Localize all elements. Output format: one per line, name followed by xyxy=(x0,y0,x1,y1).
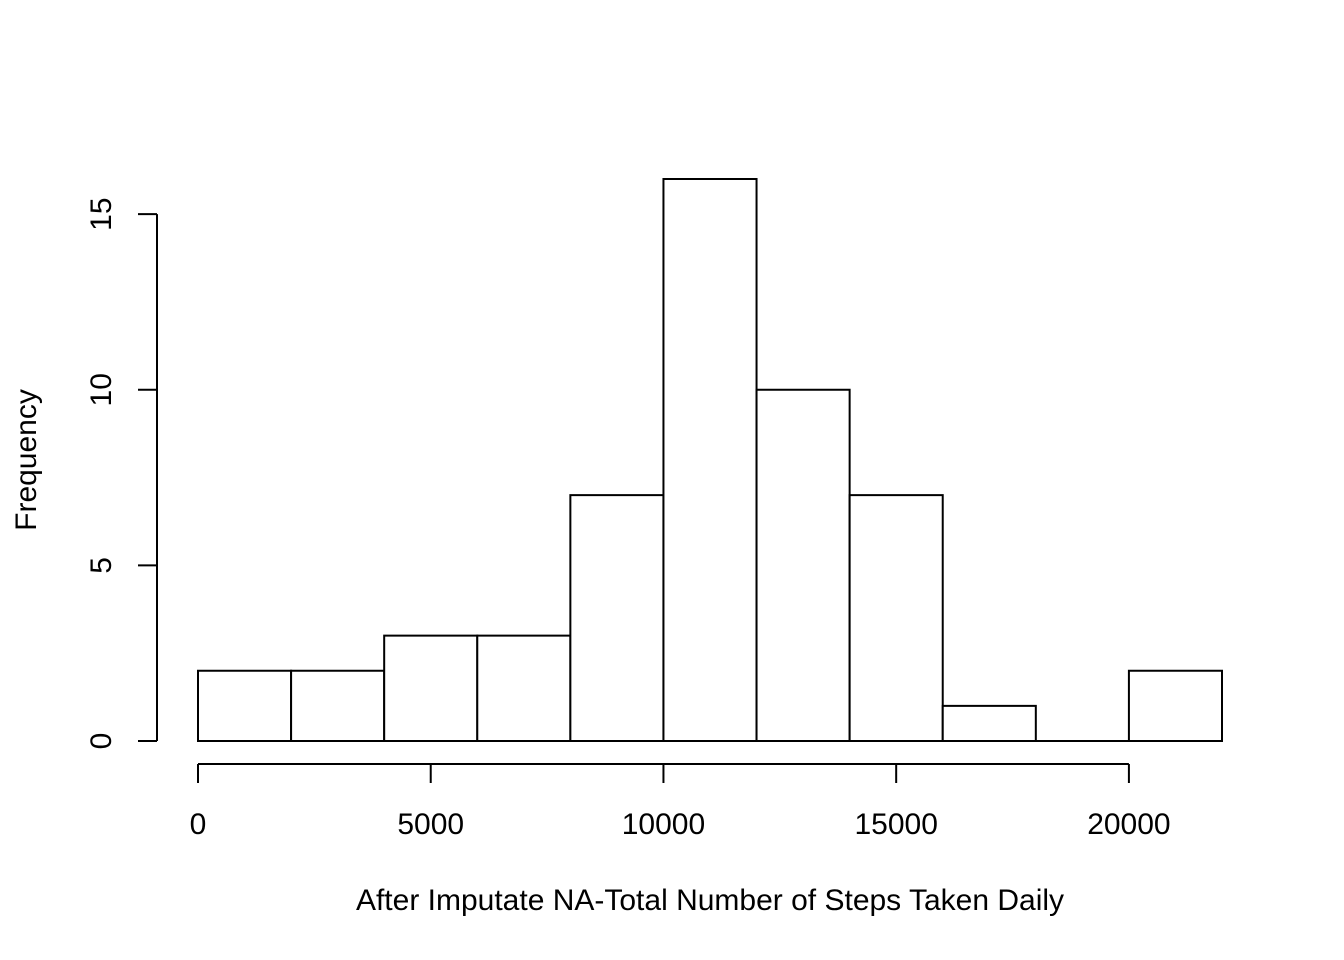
x-tick-label: 15000 xyxy=(854,808,937,841)
y-axis-title: Frequency xyxy=(10,389,43,531)
histogram-bar-4 xyxy=(569,494,665,742)
y-axis: 0 5 10 15 xyxy=(85,197,158,750)
x-tick-label: 5000 xyxy=(397,808,464,841)
histogram-bar-0 xyxy=(197,669,293,742)
histogram-bar-7 xyxy=(848,494,944,742)
histogram-bar-8 xyxy=(941,704,1037,742)
x-tick-label: 10000 xyxy=(622,808,705,841)
histogram-bar-6 xyxy=(755,388,851,742)
x-tick-label: 0 xyxy=(190,808,207,841)
histogram-bar-2 xyxy=(383,634,479,742)
y-tick-label: 15 xyxy=(85,197,118,230)
y-tick-label: 10 xyxy=(85,373,118,406)
y-tick-label: 5 xyxy=(85,557,118,574)
x-axis-title: After Imputate NA-Total Number of Steps … xyxy=(356,884,1064,917)
histogram-bar-1 xyxy=(290,669,386,742)
y-tick-label: 0 xyxy=(85,733,118,750)
histogram-bar-5 xyxy=(662,178,758,742)
histogram-bar-10 xyxy=(1127,669,1223,742)
x-axis: 0 5000 10000 15000 20000 xyxy=(190,763,1171,841)
x-tick-label: 20000 xyxy=(1087,808,1170,841)
histogram-bar-3 xyxy=(476,634,572,742)
histogram-bars xyxy=(197,178,1223,742)
